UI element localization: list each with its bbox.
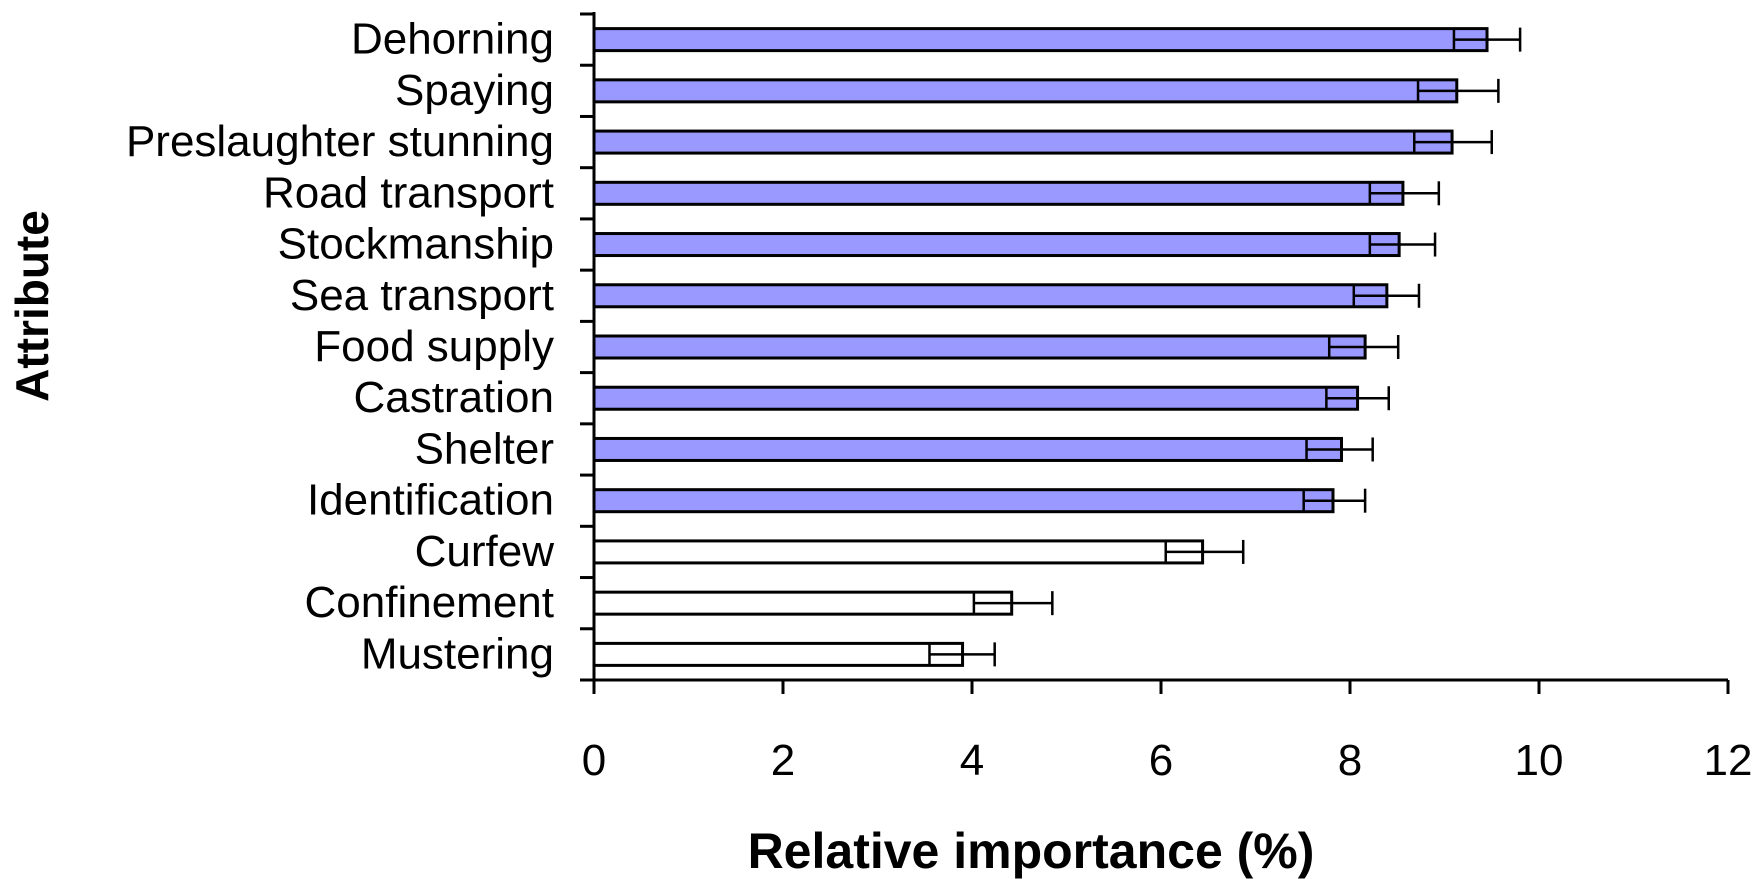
x-tick-label: 2 xyxy=(771,736,795,785)
x-tick-label: 6 xyxy=(1149,736,1173,785)
bar-stockmanship xyxy=(592,232,1401,258)
category-label: Preslaughter stunning xyxy=(126,117,554,166)
x-tick-label: 4 xyxy=(960,736,984,785)
error-bar-identification xyxy=(1302,488,1367,513)
category-label: Road transport xyxy=(263,168,554,217)
error-bar-shelter xyxy=(1305,437,1374,462)
category-label: Castration xyxy=(353,373,554,422)
bar-preslaughter-stunning xyxy=(592,129,1454,155)
bar-castration xyxy=(592,385,1360,411)
bar-spaying xyxy=(592,78,1459,104)
error-bar-sea-transport xyxy=(1352,283,1421,308)
category-label: Sea transport xyxy=(290,271,554,320)
bar-curfew xyxy=(592,539,1205,565)
category-label: Mustering xyxy=(361,629,554,678)
error-bar-curfew xyxy=(1164,539,1245,564)
x-axis-title: Relative importance (%) xyxy=(748,823,1315,879)
bar-mustering xyxy=(592,641,965,667)
bar-road-transport xyxy=(592,180,1405,206)
y-axis-title: Attribute xyxy=(6,210,58,402)
error-bar-dehorning xyxy=(1452,27,1522,52)
bar-confinement xyxy=(592,590,1014,616)
category-label: Shelter xyxy=(415,424,554,473)
category-label: Spaying xyxy=(395,66,554,115)
bar-dehorning xyxy=(592,27,1489,53)
category-label: Stockmanship xyxy=(278,220,554,269)
bar-identification xyxy=(592,488,1335,514)
error-bar-spaying xyxy=(1416,78,1500,103)
category-label: Dehorning xyxy=(351,15,554,64)
error-bars-layer xyxy=(928,27,1522,667)
error-bar-castration xyxy=(1325,386,1390,411)
axes-layer xyxy=(580,12,1730,694)
category-label: Food supply xyxy=(314,322,554,371)
bar-shelter xyxy=(592,436,1343,462)
category-label: Identification xyxy=(307,476,554,525)
x-tick-label: 8 xyxy=(1338,736,1362,785)
bar-sea-transport xyxy=(592,283,1389,309)
error-bar-mustering xyxy=(928,642,996,667)
category-label: Curfew xyxy=(415,527,555,576)
x-tick-label: 12 xyxy=(1704,736,1753,785)
x-tick-label: 10 xyxy=(1515,736,1564,785)
error-bar-food-supply xyxy=(1327,335,1400,359)
error-bar-road-transport xyxy=(1368,181,1441,206)
error-bar-confinement xyxy=(972,591,1054,616)
error-bar-stockmanship xyxy=(1368,232,1437,257)
error-bar-preslaughter-stunning xyxy=(1413,130,1493,155)
x-tick-label: 0 xyxy=(582,736,606,785)
bar-food-supply xyxy=(592,334,1367,360)
category-label: Confinement xyxy=(305,578,554,627)
